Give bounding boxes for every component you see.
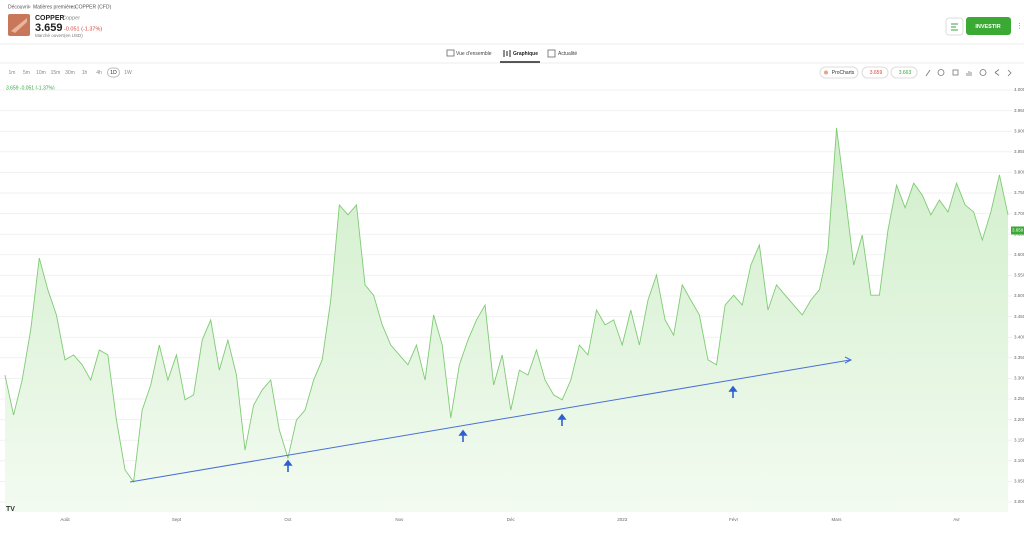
procharts-label: ProCharts [832, 70, 855, 76]
timeframe-active-bg [107, 67, 120, 78]
y-tick-label: 3.700 [1014, 211, 1024, 216]
x-tick-label: Févr [729, 517, 739, 522]
chart: 3.659 -0.051 (-1.37%) 4.000 3.950 3.900 3.8… [0, 85, 1024, 522]
fullscreen-icon[interactable] [1007, 69, 1012, 77]
buy-button[interactable] [890, 66, 918, 79]
trend-arrowhead [844, 356, 853, 364]
x-tick-label: Août [60, 517, 70, 522]
y-tick-label: 3.000 [1014, 499, 1024, 504]
timeframe[interactable]: 1h [82, 70, 88, 76]
tab-active[interactable]: Graphique [513, 51, 538, 57]
compare-icon[interactable] [937, 69, 945, 76]
timeframe[interactable]: 5m [23, 70, 30, 76]
trade-button[interactable] [966, 17, 1011, 35]
crumb: COPPER (CFD) [75, 4, 111, 10]
y-tick-label: 3.400 [1014, 334, 1024, 339]
tab-icon [547, 49, 556, 58]
draw-icon[interactable] [925, 69, 931, 77]
annotations [129, 356, 853, 483]
tool-icons [925, 69, 1012, 77]
clock-icon[interactable] [979, 69, 987, 76]
symbol: COPPER [35, 15, 65, 22]
timeframe[interactable]: 10m [36, 70, 46, 76]
currency: (en USD) [64, 33, 83, 38]
layout-icon[interactable] [952, 69, 959, 76]
x-tick-label: Mars [832, 517, 843, 522]
logo-art [11, 18, 27, 33]
price-tag: 3.659 [1012, 228, 1024, 233]
price: 3.659 [35, 22, 63, 34]
timeframe[interactable]: 4h [96, 70, 102, 76]
y-tick-label: 3.600 [1014, 252, 1024, 257]
y-tick-label: 3.050 [1014, 479, 1024, 484]
separator: › [29, 4, 31, 10]
arrow-head [557, 413, 567, 420]
x-tick-label: Oct [284, 517, 292, 522]
tab-icon [503, 50, 511, 57]
trade-label: INVESTIR [975, 24, 1000, 30]
y-tick-label: 3.250 [1014, 396, 1024, 401]
x-tick-label: Sept [172, 517, 182, 522]
y-tick-label: 3.300 [1014, 376, 1024, 381]
price-change: -0.051 (-1.37%) [64, 26, 102, 32]
arrow-head [728, 385, 738, 392]
y-tick-label: 3.200 [1014, 417, 1024, 422]
watchlist-icon [951, 23, 958, 31]
buy-price: 3.663 [899, 70, 912, 76]
more-menu[interactable]: ⋮ [1016, 23, 1023, 30]
y-tick-label: 3.100 [1014, 458, 1024, 463]
indicator-icon[interactable] [966, 71, 972, 76]
y-tick-label: 3.550 [1014, 273, 1024, 278]
y-tick-label: 3.800 [1014, 170, 1024, 175]
tv-logo: TV [6, 506, 15, 513]
sell-button[interactable] [861, 66, 889, 79]
arrow-head [458, 429, 468, 436]
sell-price: 3.659 [870, 70, 883, 76]
share-icon[interactable] [994, 69, 1000, 76]
arrow-head [283, 459, 293, 466]
market-status: Marché ouvert [35, 33, 65, 38]
area-fill [5, 127, 1008, 513]
chart-legend: 3.659 -0.051 (-1.37%) [6, 85, 55, 91]
crumb[interactable]: Découvrir [8, 4, 30, 10]
timeframe[interactable]: 15m [51, 70, 61, 76]
timeframe[interactable]: 1m [9, 70, 16, 76]
instrument-name: Copper [62, 15, 80, 21]
tab[interactable]: Vue d'ensemble [456, 51, 492, 57]
x-tick-label: Avr [953, 517, 960, 522]
y-tick-label: 3.350 [1014, 355, 1024, 360]
y-tick-label: 3.500 [1014, 293, 1024, 298]
y-tick-label: 3.450 [1014, 314, 1024, 319]
timeframe[interactable]: 30m [65, 70, 75, 76]
timeframe[interactable]: 1W [124, 70, 132, 76]
x-tick-label: 2023 [617, 517, 628, 522]
breadcrumb: Découvrir › Matières premières › COPPER … [8, 4, 111, 10]
up-arrows [283, 385, 738, 472]
procharts-icon [824, 70, 828, 75]
y-tick-label: 3.750 [1014, 190, 1024, 195]
price-tag-bg [1011, 226, 1024, 235]
crumb[interactable]: Matières premières [33, 4, 76, 10]
x-tick-label: Déc [507, 517, 516, 522]
x-tick-label: Nov [395, 517, 404, 522]
y-tick-label: 4.000 [1014, 87, 1024, 92]
tab-icon [446, 49, 455, 57]
y-tick-label: 3.150 [1014, 437, 1024, 442]
timeframe[interactable]: 1D [110, 70, 117, 76]
y-tick-label: 3.900 [1014, 128, 1024, 133]
procharts-button[interactable] [819, 66, 859, 79]
separator: › [71, 4, 73, 10]
price-line [4, 127, 1009, 484]
y-tick-label: 3.850 [1014, 149, 1024, 154]
y-tick-label: 3.950 [1014, 108, 1024, 113]
timeframes: 1m 5m 10m 15m 30m 1h 4h 1D 1W [9, 67, 132, 78]
tab[interactable]: Actualité [558, 51, 577, 57]
trend-line [129, 359, 851, 483]
